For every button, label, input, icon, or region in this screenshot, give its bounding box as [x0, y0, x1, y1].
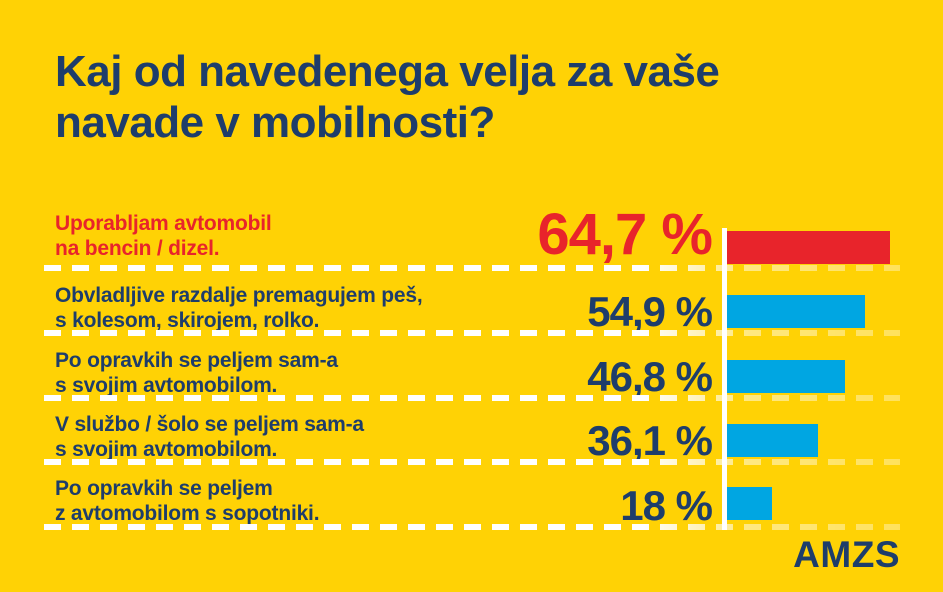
bar-value-label: 36,1 % — [587, 417, 713, 464]
dashed-separator — [44, 395, 900, 401]
dashed-separator — [44, 459, 900, 465]
bar — [727, 424, 818, 457]
bar-label: Obvladljive razdalje premagujem peš, s k… — [55, 284, 423, 332]
bar-value-label: 46,8 % — [587, 353, 713, 400]
dashed-separator — [44, 265, 900, 271]
dashed-separator — [44, 524, 900, 530]
bar-baseline-axis — [722, 228, 727, 530]
bar — [727, 231, 890, 264]
bar-value-label: 54,9 % — [587, 288, 713, 335]
bar — [727, 360, 845, 393]
bar-label: V službo / šolo se peljem sam-a s svojim… — [55, 413, 364, 461]
bar-label: Uporabljam avtomobil na bencin / dizel. — [55, 212, 272, 260]
bar-label: Po opravkih se peljem sam-a s svojim avt… — [55, 349, 338, 397]
bar-value-label: 18 % — [620, 482, 713, 529]
bar-label: Po opravkih se peljem z avtomobilom s so… — [55, 477, 320, 525]
bar — [727, 295, 865, 328]
amzs-logo: AMZS — [793, 534, 900, 575]
bar — [727, 487, 772, 520]
chart-title: Kaj od navedenega velja za vaše navade v… — [55, 47, 720, 148]
bar-value-label: 64,7 % — [537, 202, 713, 267]
dashed-separator — [44, 330, 900, 336]
